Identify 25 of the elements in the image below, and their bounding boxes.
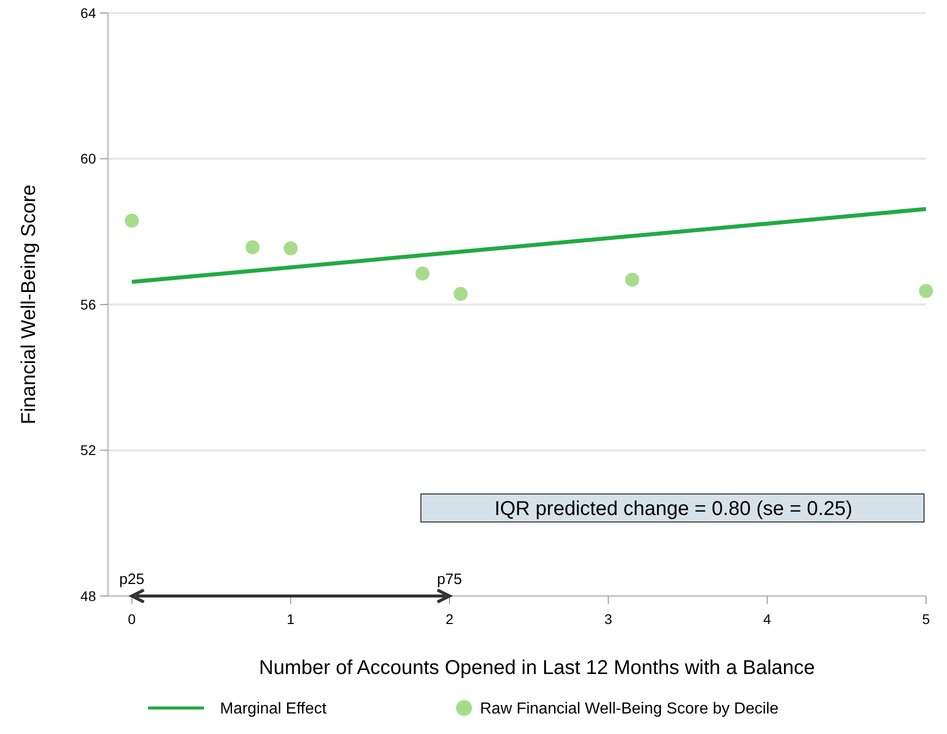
y-tick-label: 52 bbox=[80, 442, 96, 458]
x-tick-label: 5 bbox=[922, 611, 930, 627]
point bbox=[284, 241, 298, 256]
y-axis-title: Financial Well-Being Score bbox=[18, 184, 40, 424]
x-tick-label: 2 bbox=[446, 611, 454, 627]
x-tick-label: 4 bbox=[763, 611, 772, 627]
point bbox=[625, 272, 640, 287]
y-tick-label: 60 bbox=[80, 150, 96, 167]
x-axis-title: Number of Accounts Opened in Last 12 Months with a Balance bbox=[259, 657, 815, 679]
point bbox=[246, 240, 260, 254]
y-tick-label: 64 bbox=[80, 4, 96, 21]
annotation: IQR predicted change = 0.80 (se = 0.25) bbox=[494, 498, 852, 520]
legend-label: Raw Financial Well-Being Score by Decile bbox=[480, 700, 779, 718]
annotation: p25 bbox=[119, 571, 144, 588]
y-tick-label: 56 bbox=[80, 296, 96, 312]
x-tick-label: 1 bbox=[286, 611, 295, 627]
x-tick-label: 0 bbox=[128, 611, 136, 627]
point bbox=[124, 214, 139, 228]
annotation: p75 bbox=[436, 571, 462, 588]
point bbox=[454, 286, 468, 301]
x-tick-label: 3 bbox=[604, 611, 612, 627]
point bbox=[919, 284, 933, 298]
y-tick-label: 48 bbox=[80, 588, 96, 604]
legend-label: Marginal Effect bbox=[220, 700, 327, 718]
point bbox=[415, 266, 430, 281]
